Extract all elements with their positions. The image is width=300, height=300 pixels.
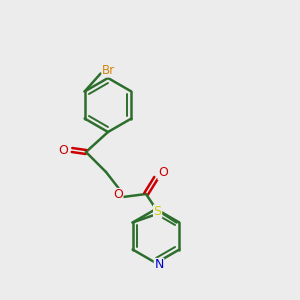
Text: Br: Br: [102, 64, 115, 77]
Text: O: O: [113, 188, 123, 202]
Text: O: O: [158, 167, 168, 179]
Text: S: S: [154, 205, 162, 218]
Text: O: O: [58, 143, 68, 157]
Text: N: N: [154, 259, 164, 272]
